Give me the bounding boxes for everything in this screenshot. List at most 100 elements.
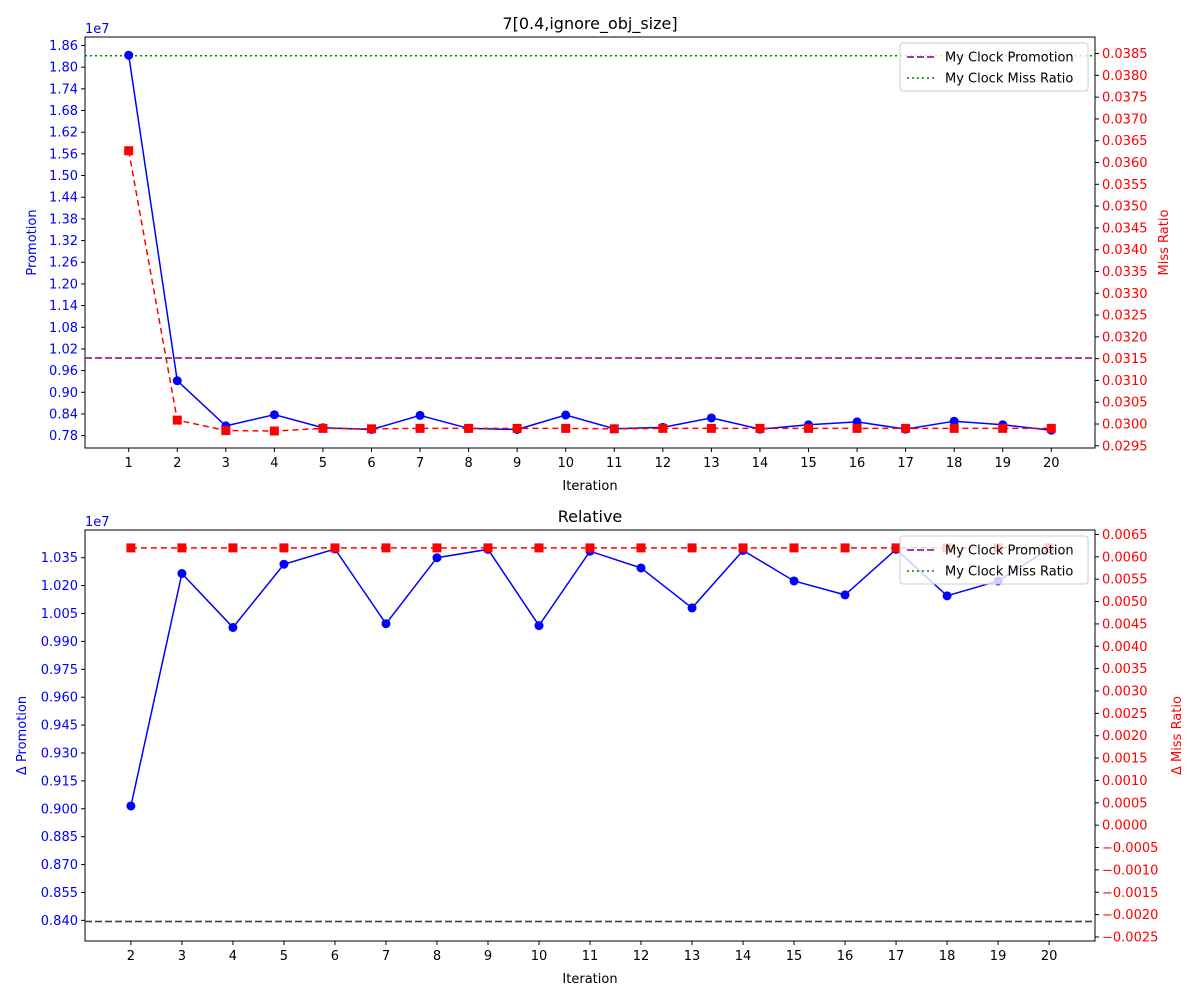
miss-ratio-point bbox=[891, 543, 901, 553]
miss-ratio-point bbox=[998, 423, 1008, 433]
promotion-point bbox=[126, 801, 136, 811]
right-y-tick-label: 0.0340 bbox=[1102, 243, 1148, 258]
left-y-tick-label: 0.840 bbox=[41, 914, 78, 929]
promotion-point bbox=[942, 591, 952, 601]
right-y-tick-label: 0.0045 bbox=[1102, 617, 1148, 632]
right-y-tick-label: 0.0005 bbox=[1102, 796, 1148, 811]
left-y-tick-label: 1.62 bbox=[49, 126, 78, 141]
miss-ratio-point bbox=[318, 423, 328, 433]
right-y-tick-label: 0.0330 bbox=[1102, 287, 1148, 302]
promotion-point bbox=[269, 410, 279, 420]
right-y-tick-label: 0.0035 bbox=[1102, 662, 1148, 677]
x-tick-label: 20 bbox=[1041, 949, 1058, 964]
miss-ratio-point bbox=[330, 543, 340, 553]
promotion-series-line bbox=[130, 548, 1050, 807]
x-tick-label: 6 bbox=[367, 456, 375, 471]
left-y-tick-label: 0.78 bbox=[49, 429, 78, 444]
chart-title: 7[0.4,ignore_obj_size] bbox=[502, 14, 677, 34]
left-y-tick-label: 1.02 bbox=[49, 342, 78, 357]
x-axis-label: Iteration bbox=[562, 479, 617, 494]
left-y-tick-label: 1.56 bbox=[49, 147, 78, 162]
left-y-tick-label: 0.84 bbox=[49, 407, 78, 422]
left-y-tick-label: 1.38 bbox=[49, 212, 78, 227]
miss-ratio-point bbox=[738, 543, 748, 553]
x-tick-label: 16 bbox=[849, 456, 866, 471]
right-y-tick-label: 0.0010 bbox=[1102, 774, 1148, 789]
x-tick-label: 18 bbox=[939, 949, 956, 964]
miss-ratio-point bbox=[464, 423, 474, 433]
miss-ratio-point bbox=[561, 423, 571, 433]
left-y-tick-label: 0.870 bbox=[41, 858, 78, 873]
promotion-point bbox=[415, 410, 425, 420]
left-y-tick-label: 0.930 bbox=[41, 746, 78, 761]
right-y-tick-label: −0.0010 bbox=[1102, 863, 1158, 878]
left-y-tick-label: 0.975 bbox=[41, 663, 78, 678]
promotion-point bbox=[381, 619, 391, 629]
left-y-tick-label: 0.96 bbox=[49, 364, 78, 379]
left-y-tick-label: 1.68 bbox=[49, 104, 78, 119]
left-y-tick-label: 1.50 bbox=[49, 169, 78, 184]
promotion-point bbox=[840, 590, 850, 600]
left-y-tick-label: 0.90 bbox=[49, 386, 78, 401]
promotion-series-line bbox=[127, 55, 1052, 431]
left-axis-offset-label: 1e7 bbox=[85, 22, 110, 37]
miss-ratio-point bbox=[636, 543, 646, 553]
right-y-tick-label: 0.0055 bbox=[1102, 573, 1148, 588]
right-y-tick-label: 0.0375 bbox=[1102, 91, 1148, 106]
x-tick-label: 18 bbox=[946, 456, 963, 471]
miss-ratio-point bbox=[124, 146, 134, 156]
x-tick-label: 2 bbox=[173, 456, 181, 471]
right-y-tick-label: 0.0385 bbox=[1102, 47, 1148, 62]
miss-ratio-point bbox=[126, 543, 136, 553]
miss-ratio-point bbox=[804, 423, 814, 433]
x-tick-label: 7 bbox=[382, 949, 390, 964]
left-y-tick-label: 0.960 bbox=[41, 691, 78, 706]
right-y-tick-label: 0.0310 bbox=[1102, 374, 1148, 389]
x-axis-label: Iteration bbox=[562, 972, 617, 987]
miss-ratio-point bbox=[432, 543, 442, 553]
promotion-point bbox=[432, 553, 442, 563]
miss-ratio-point bbox=[840, 543, 850, 553]
miss-ratio-point bbox=[221, 426, 231, 436]
x-tick-label: 13 bbox=[684, 949, 701, 964]
plot-frame bbox=[84, 36, 1096, 449]
left-y-tick-label: 0.885 bbox=[41, 830, 78, 845]
left-y-tick-label: 0.945 bbox=[41, 719, 78, 734]
x-tick-label: 11 bbox=[582, 949, 599, 964]
left-y-tick-label: 1.26 bbox=[49, 256, 78, 271]
right-y-tick-label: 0.0020 bbox=[1102, 729, 1148, 744]
miss-ratio-point bbox=[415, 423, 425, 433]
miss-ratio-point bbox=[228, 543, 238, 553]
right-y-tick-label: 0.0355 bbox=[1102, 178, 1148, 193]
x-tick-label: 4 bbox=[270, 456, 278, 471]
x-tick-label: 13 bbox=[703, 456, 720, 471]
right-y-tick-label: 0.0295 bbox=[1102, 439, 1148, 454]
promotion-point bbox=[789, 576, 799, 586]
left-y-tick-label: 0.915 bbox=[41, 774, 78, 789]
x-tick-label: 8 bbox=[464, 456, 472, 471]
right-y-tick-label: 0.0030 bbox=[1102, 685, 1148, 700]
right-y-tick-label: 0.0305 bbox=[1102, 396, 1148, 411]
right-y-tick-label: −0.0015 bbox=[1102, 886, 1158, 901]
miss-ratio-point bbox=[512, 423, 522, 433]
x-tick-label: 8 bbox=[433, 949, 441, 964]
left-y-axis-label: Δ Promotion bbox=[15, 696, 30, 775]
left-y-tick-label: 1.44 bbox=[49, 191, 78, 206]
x-tick-label: 10 bbox=[531, 949, 548, 964]
miss-ratio-point bbox=[789, 543, 799, 553]
x-tick-label: 11 bbox=[606, 456, 623, 471]
miss-ratio-point bbox=[172, 415, 182, 425]
right-y-tick-label: 0.0335 bbox=[1102, 265, 1148, 280]
right-y-tick-label: 0.0315 bbox=[1102, 352, 1148, 367]
promotion-point bbox=[561, 410, 571, 420]
right-y-tick-label: 0.0300 bbox=[1102, 418, 1148, 433]
x-tick-label: 4 bbox=[229, 949, 237, 964]
left-y-tick-label: 0.990 bbox=[41, 635, 78, 650]
right-y-tick-label: 0.0025 bbox=[1102, 707, 1148, 722]
x-tick-label: 1 bbox=[125, 456, 133, 471]
x-tick-label: 7 bbox=[416, 456, 424, 471]
right-y-tick-label: 0.0370 bbox=[1102, 112, 1148, 127]
promotion-point bbox=[177, 569, 187, 579]
miss-ratio-point bbox=[279, 543, 289, 553]
